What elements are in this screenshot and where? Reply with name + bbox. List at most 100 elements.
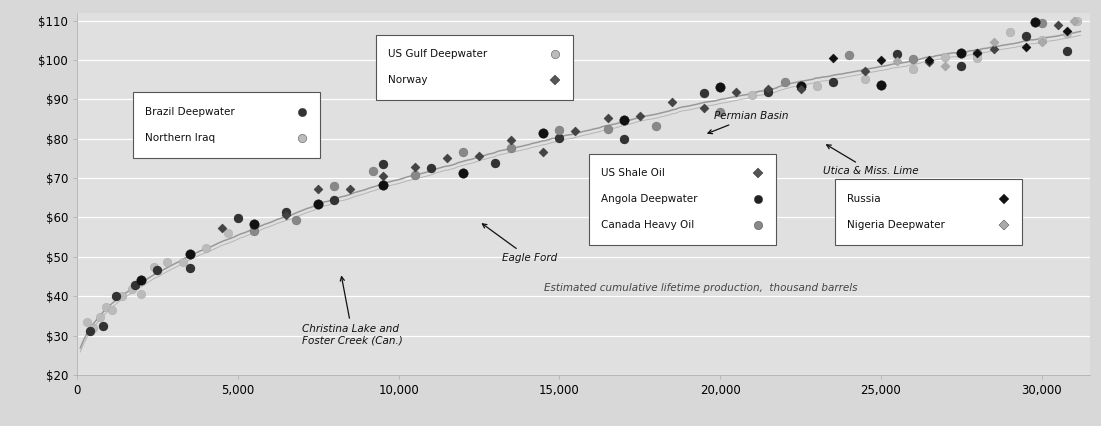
Point — [615, 117, 633, 124]
Point — [1033, 39, 1050, 46]
Text: Angola Deepwater: Angola Deepwater — [601, 194, 697, 204]
Point — [1017, 33, 1035, 40]
Point — [711, 109, 729, 116]
Point — [663, 98, 680, 105]
Point — [470, 153, 488, 159]
Point — [212, 225, 230, 231]
Point — [872, 82, 890, 89]
Point — [1017, 44, 1035, 51]
Point — [792, 82, 809, 89]
Text: Estimated cumulative lifetime production,  thousand barrels: Estimated cumulative lifetime production… — [544, 283, 857, 294]
Point — [81, 328, 99, 334]
Point — [422, 165, 439, 172]
Point — [969, 50, 986, 57]
Point — [309, 200, 327, 207]
Point — [174, 259, 192, 266]
Point — [840, 52, 858, 58]
FancyBboxPatch shape — [589, 154, 776, 245]
Point — [534, 130, 552, 137]
Point — [1059, 29, 1077, 36]
Point — [631, 113, 648, 120]
Point — [326, 197, 344, 204]
Point — [78, 319, 96, 325]
Point — [969, 55, 986, 62]
Point — [1049, 22, 1067, 29]
Point — [567, 127, 585, 134]
Point — [920, 57, 938, 64]
Point — [373, 181, 391, 188]
Point — [197, 245, 215, 251]
Point — [1033, 20, 1050, 26]
Point — [743, 91, 761, 98]
Point — [969, 49, 986, 56]
Text: Norway: Norway — [388, 75, 427, 85]
Point — [792, 86, 809, 93]
Point — [309, 186, 327, 193]
Point — [132, 276, 150, 283]
Point — [1033, 37, 1050, 43]
Text: Nigeria Deepwater: Nigeria Deepwater — [847, 220, 945, 230]
Text: Bakken: Bakken — [663, 182, 701, 216]
Point — [454, 170, 471, 176]
Point — [277, 209, 295, 216]
FancyBboxPatch shape — [133, 92, 320, 158]
Text: Eagle Ford: Eagle Ford — [482, 224, 557, 263]
Point — [1001, 28, 1018, 35]
Point — [889, 57, 906, 64]
Point — [904, 66, 922, 72]
Point — [937, 63, 955, 69]
Point — [181, 250, 198, 257]
Point — [599, 114, 617, 121]
Text: Utica & Miss. Lime: Utica & Miss. Lime — [824, 145, 918, 176]
Point — [277, 212, 295, 219]
Point — [937, 54, 955, 60]
Point — [824, 55, 841, 61]
Text: Permian Basin: Permian Basin — [708, 111, 788, 134]
Point — [364, 167, 382, 174]
Point — [872, 56, 890, 63]
Point — [487, 159, 504, 166]
Point — [502, 144, 520, 151]
Point — [90, 313, 108, 320]
Text: Brazil Deepwater: Brazil Deepwater — [145, 107, 235, 117]
Point — [103, 306, 121, 313]
Point — [920, 59, 938, 66]
Point — [326, 182, 344, 189]
Point — [1068, 17, 1086, 24]
Point — [857, 75, 874, 82]
Point — [1065, 18, 1082, 25]
Point — [550, 134, 568, 141]
Point — [952, 49, 970, 56]
Point — [502, 137, 520, 144]
Point — [952, 63, 970, 69]
Text: US Shale Oil: US Shale Oil — [601, 168, 665, 178]
Point — [341, 186, 359, 193]
Point — [149, 266, 166, 273]
Point — [696, 104, 713, 111]
Point — [246, 220, 263, 227]
Point — [229, 215, 247, 222]
Point — [857, 68, 874, 75]
Point — [123, 285, 141, 292]
Point — [107, 293, 124, 300]
Point — [984, 45, 1002, 52]
FancyBboxPatch shape — [835, 179, 1022, 245]
Point — [145, 263, 163, 270]
Point — [711, 83, 729, 90]
Point — [728, 88, 745, 95]
Point — [615, 135, 633, 142]
Point — [97, 304, 115, 311]
FancyBboxPatch shape — [375, 35, 574, 100]
Point — [984, 39, 1002, 46]
Point — [776, 79, 794, 86]
Point — [824, 79, 841, 86]
Text: Northern Iraq: Northern Iraq — [145, 133, 215, 143]
Point — [406, 163, 424, 170]
Point — [287, 216, 305, 223]
Point — [406, 172, 424, 178]
Point — [760, 89, 777, 95]
Point — [127, 282, 144, 289]
Point — [373, 161, 391, 168]
Point — [1059, 48, 1077, 55]
Point — [373, 173, 391, 179]
